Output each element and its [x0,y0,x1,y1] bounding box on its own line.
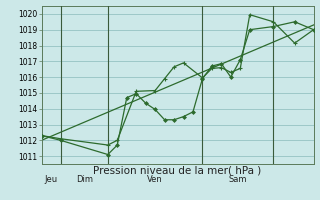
Text: Jeu: Jeu [44,175,58,184]
Text: Dim: Dim [76,175,93,184]
Text: Ven: Ven [147,175,163,184]
X-axis label: Pression niveau de la mer( hPa ): Pression niveau de la mer( hPa ) [93,165,262,175]
Text: Sam: Sam [229,175,247,184]
